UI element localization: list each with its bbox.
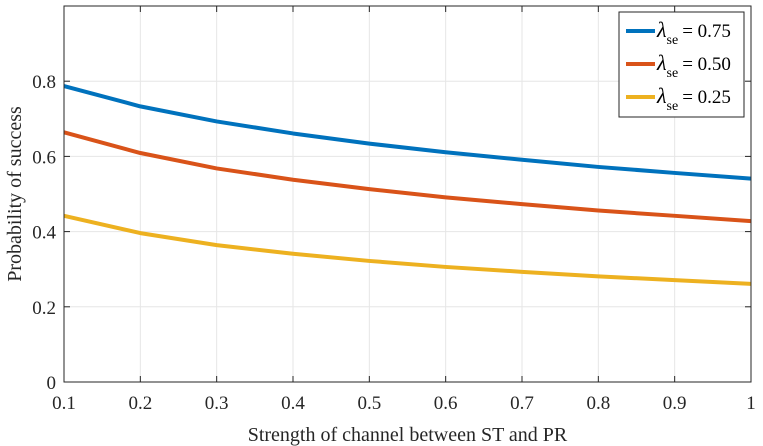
y-tick-label: 0.2 xyxy=(32,298,56,319)
series-line-1 xyxy=(63,84,752,181)
x-tick-label: 0.9 xyxy=(663,393,687,414)
x-tick-label: 0.8 xyxy=(586,393,610,414)
axis-ticks: 0.1 0.2 0.3 0.4 0.5 0.6 0.7 0.8 0.9 1 0 0.2 0.4 0.6 0.… xyxy=(32,5,756,414)
legend-entry-3: λse = 0.25 xyxy=(656,83,731,114)
y-axis-label: Probability of success xyxy=(4,106,26,282)
x-tick-label: 0.6 xyxy=(434,393,458,414)
y-tick-label: 0 xyxy=(47,373,57,394)
legend-entry-2: λse = 0.50 xyxy=(656,50,731,81)
x-tick-label: 0.2 xyxy=(128,393,152,414)
series-line-2 xyxy=(63,130,752,224)
y-tick-label: 0.4 xyxy=(32,223,56,244)
legend-entry-1: λse = 0.75 xyxy=(656,17,731,48)
x-tick-label: 0.4 xyxy=(281,393,305,414)
x-tick-label: 0.5 xyxy=(357,393,381,414)
x-tick-label: 0.1 xyxy=(52,393,76,414)
x-axis-label: Strength of channel between ST and PR xyxy=(248,424,568,446)
plot-frame xyxy=(63,5,752,383)
series-line-3 xyxy=(63,213,752,286)
y-tick-label: 0.6 xyxy=(32,147,56,168)
y-tick-label: 0.8 xyxy=(32,72,56,93)
x-tick-label: 1 xyxy=(746,393,756,414)
x-tick-label: 0.7 xyxy=(510,393,534,414)
x-tick-label: 0.3 xyxy=(205,393,229,414)
series-lines xyxy=(63,84,752,286)
